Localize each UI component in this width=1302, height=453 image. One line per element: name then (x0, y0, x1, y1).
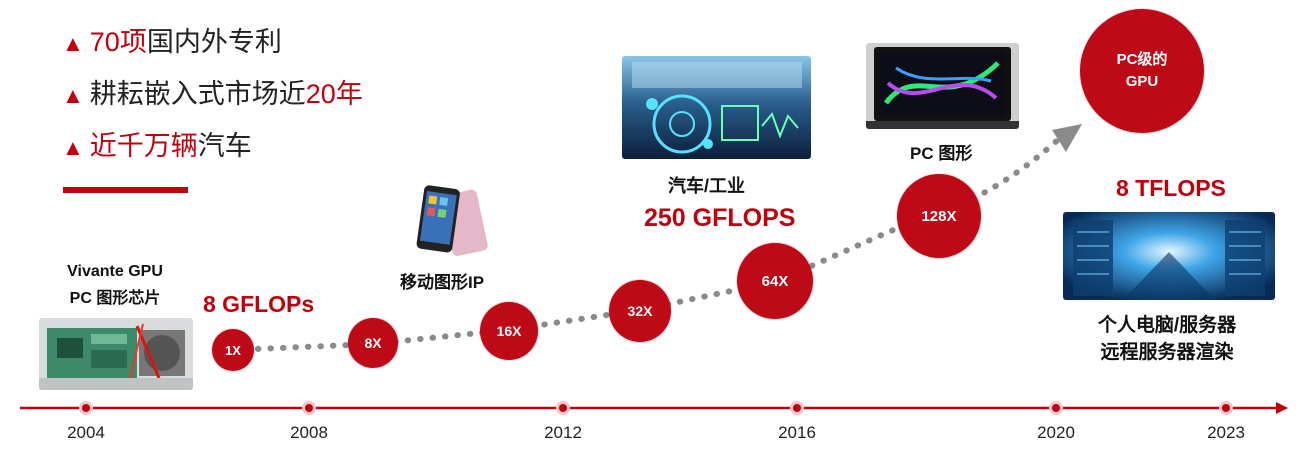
smartphone-image (406, 184, 502, 258)
bullet-cars: ▲ 近千万辆汽车 (62, 131, 252, 161)
pc-chip-board-image (39, 318, 193, 390)
triangle-icon: ▲ (62, 135, 84, 160)
timeline-arrow-head (1276, 402, 1288, 414)
vivante-label: Vivante GPU PC 图形芯片 (67, 263, 163, 307)
tflops-8-label: 8 TFLOPS (1116, 175, 1226, 201)
section-divider (63, 187, 188, 193)
circle-16x: 16X (480, 302, 538, 360)
year-2023: 2023 (1207, 423, 1245, 442)
bullet-patents: ▲ 70项国内外专利 (62, 27, 282, 57)
circle-64x: 64X (737, 243, 813, 319)
car-cockpit-image (622, 56, 811, 159)
year-2020: 2020 (1037, 423, 1075, 442)
year-2012: 2012 (544, 423, 582, 442)
triangle-icon: ▲ (62, 31, 84, 56)
mobile-graphics-ip-label: 移动图形IP (400, 273, 485, 292)
automotive-industrial-label: 汽车/工业 (668, 176, 746, 196)
circle-pc-gpu: PC级的 GPU (1080, 9, 1204, 133)
triangle-icon: ▲ (62, 83, 84, 108)
year-2008: 2008 (290, 423, 328, 442)
server-room-image (1063, 212, 1275, 300)
circle-1x: 1X (212, 329, 254, 371)
growth-arrow-head (1052, 124, 1082, 152)
laptop-image (866, 43, 1019, 129)
gflops-250-label: 250 GFLOPS (644, 204, 796, 232)
circle-128x: 128X (897, 174, 981, 258)
pc-graphics-label: PC 图形 (910, 144, 973, 163)
year-2016: 2016 (778, 423, 816, 442)
bullet-embedded-years: ▲ 耕耘嵌入式市场近20年 (62, 79, 363, 109)
gflops-8-label: 8 GFLOPs (203, 291, 315, 317)
year-2004: 2004 (67, 423, 105, 442)
server-label: 个人电脑/服务器 远程服务器渲染 (1097, 315, 1237, 363)
circle-8x: 8X (348, 318, 398, 368)
circle-32x: 32X (609, 280, 671, 342)
timeline-ticks (79, 401, 1233, 415)
